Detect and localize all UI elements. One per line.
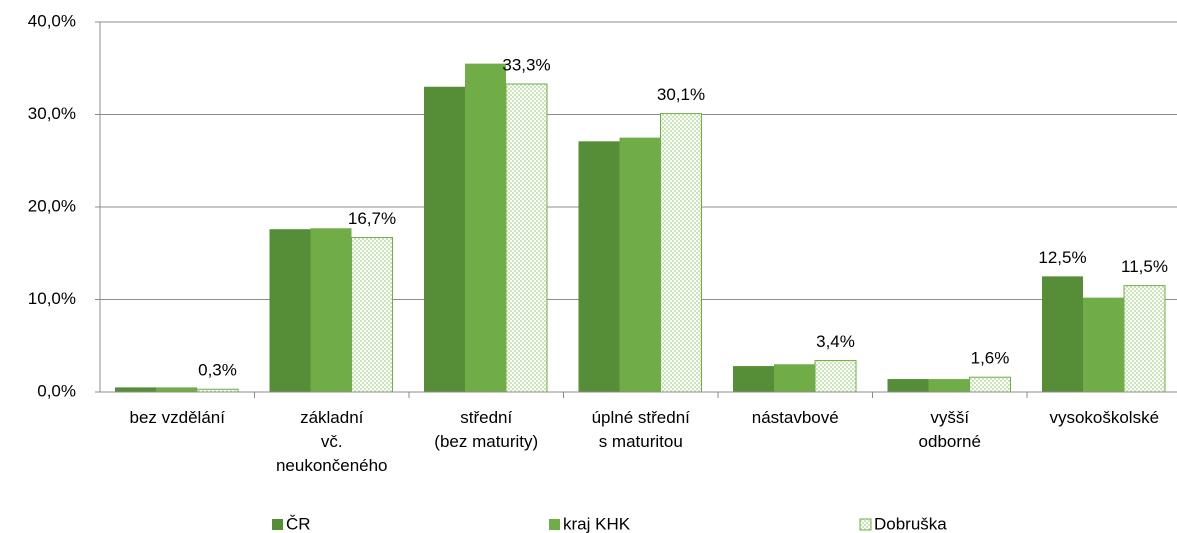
legend-label: ČR — [286, 514, 311, 533]
bar — [1042, 276, 1083, 392]
bar — [774, 364, 815, 392]
bar — [928, 379, 970, 392]
data-label: 12,5% — [1038, 248, 1086, 267]
bar — [733, 366, 774, 392]
x-tick-label: bez vzdělání — [130, 408, 226, 427]
x-tick-label: základní vč. neukončeného — [276, 408, 388, 475]
legend-swatch — [272, 519, 283, 530]
data-label: 16,7% — [348, 209, 396, 228]
bar — [156, 387, 197, 392]
y-tick-label: 40,0% — [28, 11, 76, 30]
bar — [619, 137, 661, 392]
bar — [814, 360, 857, 393]
y-tick-label: 20,0% — [28, 196, 76, 215]
data-label: 11,5% — [1121, 257, 1168, 276]
x-tick-label: úplné střední s maturitou — [592, 408, 691, 451]
bar — [269, 229, 311, 392]
data-label: 1,6% — [971, 349, 1010, 368]
x-tick-label: vyšší odborné — [919, 408, 981, 451]
bar — [887, 379, 929, 392]
bar — [1123, 285, 1166, 393]
x-tick-label: nástavbové — [752, 408, 839, 427]
bar — [969, 376, 1011, 393]
bar — [1083, 297, 1124, 392]
y-tick-label: 0,0% — [37, 381, 76, 400]
legend-swatch — [549, 519, 560, 530]
bar — [505, 83, 548, 393]
bar — [351, 237, 393, 393]
bar — [115, 387, 156, 392]
y-tick-label: 10,0% — [28, 289, 76, 308]
bar — [310, 228, 352, 392]
data-label: 30,1% — [657, 85, 705, 104]
legend-label: Dobruška — [874, 514, 947, 533]
bar — [660, 113, 702, 393]
x-tick-label: střední (bez maturity) — [434, 408, 538, 451]
y-tick-label: 30,0% — [28, 104, 76, 123]
data-label: 33,3% — [502, 55, 550, 74]
bar — [424, 86, 465, 392]
legend-swatch — [859, 518, 872, 531]
data-label: 3,4% — [816, 332, 855, 351]
bar — [465, 63, 506, 392]
bar — [578, 141, 620, 392]
legend-label: kraj KHK — [563, 514, 631, 533]
data-label: 0,3% — [198, 361, 237, 380]
x-tick-label: vysokoškolské — [1049, 408, 1159, 427]
